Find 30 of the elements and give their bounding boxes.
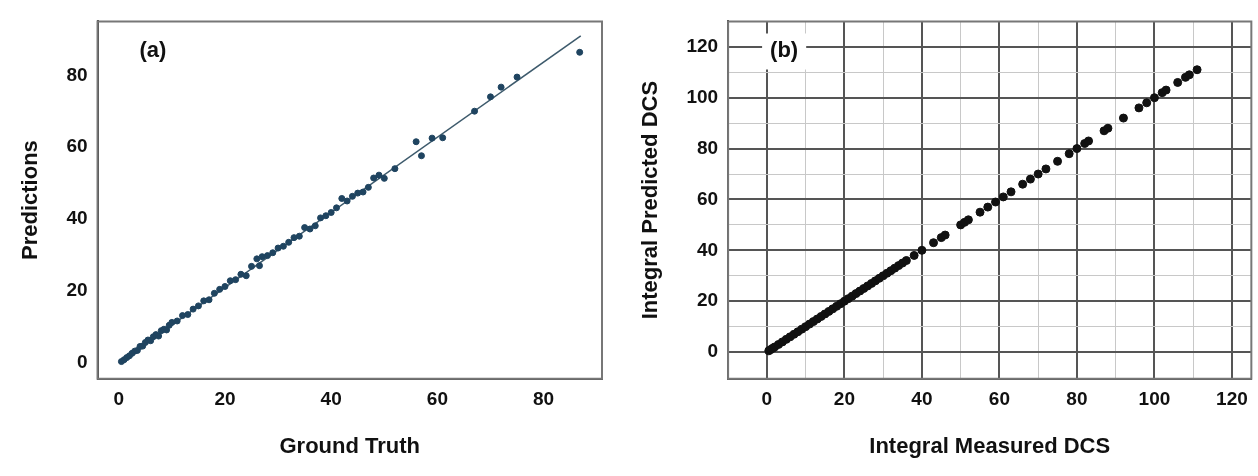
x-tick-label: 80: [1066, 388, 1088, 410]
y-tick-label: 40: [66, 207, 88, 229]
y-tick-label: 80: [696, 136, 719, 158]
x-tick-label: 60: [988, 388, 1010, 410]
x-tick-label: 20: [214, 388, 236, 410]
x-tick-label: 100: [1138, 388, 1171, 410]
x-axis-title: Integral Measured DCS: [869, 432, 1111, 458]
x-axis-title: Ground Truth: [279, 432, 421, 458]
y-axis-title: Integral Predicted DCS: [637, 80, 663, 320]
y-tick-label: 0: [707, 340, 719, 362]
x-tick-label: 80: [533, 388, 555, 410]
y-tick-label: 60: [66, 135, 88, 157]
annotation: (b): [770, 37, 799, 63]
y-tick-label: 60: [696, 187, 719, 209]
y-tick-label: 80: [66, 63, 88, 85]
x-tick-label: 60: [426, 388, 448, 410]
y-tick-label: 40: [696, 238, 719, 260]
y-axis-title: Predictions: [17, 140, 43, 261]
x-tick-label: 120: [1216, 388, 1248, 410]
x-tick-label: 40: [911, 388, 933, 410]
y-tick-label: 120: [686, 35, 719, 57]
y-tick-label: 100: [686, 85, 719, 107]
y-tick-label: 20: [66, 279, 88, 301]
y-tick-label: 20: [696, 289, 719, 311]
x-tick-label: 0: [113, 388, 125, 410]
x-tick-label: 40: [320, 388, 342, 410]
x-tick-label: 0: [761, 388, 773, 410]
annotation: (a): [139, 37, 167, 63]
x-tick-label: 20: [833, 388, 855, 410]
y-tick-label: 0: [76, 350, 88, 372]
